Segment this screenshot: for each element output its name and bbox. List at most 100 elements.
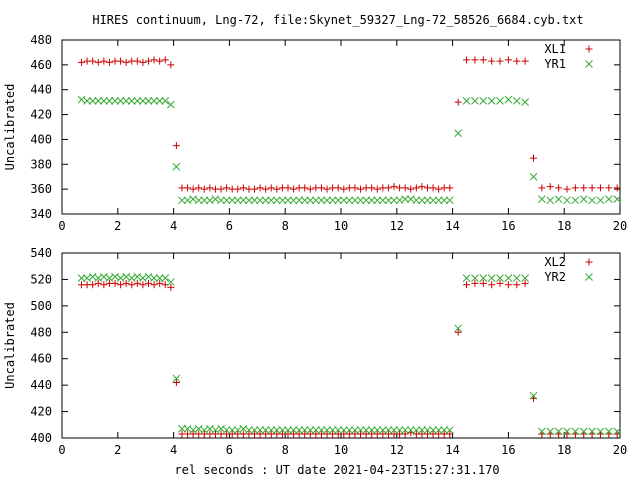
data-point — [479, 97, 488, 105]
data-point — [100, 57, 108, 65]
data-point — [222, 426, 231, 434]
data-point — [580, 184, 588, 192]
bottom-panel: 400 420 440 460 480 500 520 540 0 2 4 6 8 10 12 14 16 18 2… — [3, 246, 627, 457]
data-point — [94, 58, 102, 66]
data-point — [563, 196, 571, 205]
data-point — [368, 184, 376, 192]
data-point — [139, 281, 147, 289]
data-point — [323, 426, 331, 434]
data-point — [256, 426, 264, 434]
data-point — [256, 184, 264, 192]
y-tick-label: 380 — [30, 157, 52, 171]
data-point — [367, 196, 376, 205]
data-point — [345, 196, 354, 205]
data-point — [604, 427, 613, 436]
data-point — [166, 100, 175, 109]
data-point — [471, 279, 479, 287]
data-point — [150, 281, 158, 289]
data-point — [596, 427, 605, 436]
data-point — [77, 274, 86, 282]
data-point — [471, 274, 479, 282]
data-point — [429, 184, 437, 192]
data-point — [538, 195, 546, 203]
data-point — [222, 196, 231, 205]
data-point — [454, 328, 462, 336]
data-point — [512, 97, 521, 105]
data-point — [262, 185, 270, 193]
legend-marker — [585, 258, 593, 266]
data-point — [496, 279, 504, 287]
data-point — [200, 185, 208, 193]
data-point — [454, 324, 463, 333]
data-point — [373, 426, 382, 434]
data-point — [233, 196, 242, 205]
data-point — [521, 279, 529, 287]
data-point — [278, 196, 287, 205]
x-tick-label: 8 — [282, 443, 289, 457]
x-tick-label: 0 — [58, 219, 65, 233]
data-point — [133, 57, 141, 65]
y-tick-label: 480 — [30, 33, 52, 47]
data-point — [401, 426, 410, 434]
data-point — [504, 274, 513, 282]
x-tick-label: 0 — [58, 443, 65, 457]
data-point — [401, 430, 409, 438]
data-point — [99, 97, 108, 105]
legend-marker — [585, 45, 593, 53]
y-tick-label: 520 — [30, 272, 52, 286]
data-point — [571, 427, 580, 436]
data-point — [306, 196, 315, 205]
data-point — [167, 61, 175, 69]
data-point — [251, 185, 259, 193]
data-point — [445, 426, 454, 434]
data-point — [538, 427, 546, 436]
data-point — [390, 196, 398, 205]
data-point — [588, 196, 596, 205]
data-point — [373, 196, 382, 205]
y-tick-label: 540 — [30, 246, 52, 260]
y-tick-label: 420 — [30, 108, 52, 122]
x-tick-label: 10 — [334, 219, 348, 233]
data-point — [256, 196, 264, 205]
data-point — [88, 97, 97, 105]
data-point — [278, 426, 287, 434]
figure-title: HIRES continuum, Lng-72, file:Skynet_593… — [92, 13, 583, 27]
data-point — [245, 196, 253, 205]
series-YR2 — [77, 272, 622, 436]
data-point — [94, 279, 102, 287]
data-point — [462, 274, 471, 282]
data-point — [334, 184, 342, 192]
data-point — [272, 196, 281, 205]
data-point — [454, 129, 463, 138]
data-point — [89, 57, 97, 65]
data-point — [272, 426, 281, 434]
data-point — [306, 185, 314, 193]
x-tick-label: 20 — [613, 443, 627, 457]
y-tick-label: 440 — [30, 83, 52, 97]
data-point — [223, 184, 231, 192]
x-axis-label: rel seconds : UT date 2021-04-23T15:27:3… — [174, 463, 499, 477]
data-point — [339, 196, 348, 205]
data-point — [111, 279, 119, 287]
data-point — [488, 57, 496, 65]
data-point — [172, 379, 180, 386]
data-point — [228, 426, 237, 434]
data-point — [250, 196, 259, 205]
data-point — [487, 97, 496, 105]
data-point — [357, 185, 365, 193]
data-point — [418, 426, 426, 434]
data-point — [139, 58, 147, 66]
data-point — [373, 185, 381, 193]
data-point — [284, 184, 292, 192]
data-point — [300, 196, 309, 205]
data-point — [312, 196, 320, 205]
x-tick-label: 18 — [557, 219, 571, 233]
data-point — [488, 281, 496, 289]
data-point — [418, 196, 426, 205]
data-point — [239, 196, 248, 205]
data-point — [554, 427, 563, 436]
data-point — [604, 195, 613, 203]
y-tick-label: 400 — [30, 132, 52, 146]
data-point — [356, 426, 365, 434]
